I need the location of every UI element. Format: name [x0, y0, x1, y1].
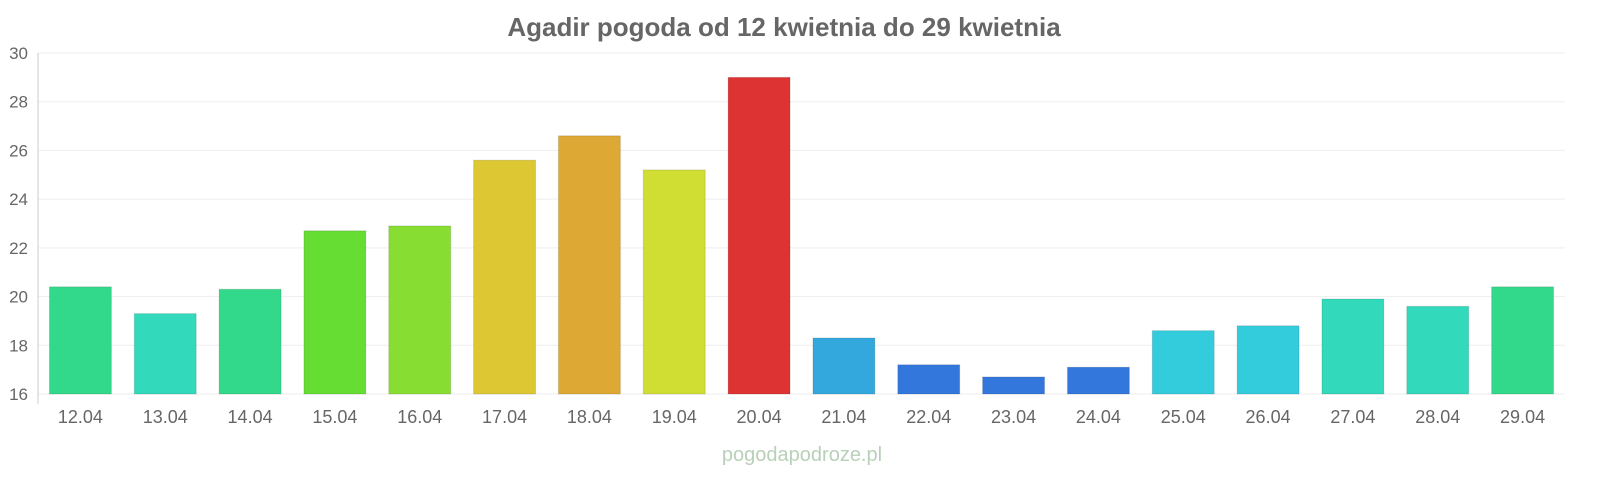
bar-12.04[interactable] [48, 286, 112, 395]
x-tick-label: 16.04 [397, 407, 442, 427]
bar-28.04[interactable] [1406, 305, 1470, 395]
bar-13.04[interactable] [133, 313, 197, 395]
x-tick-label: 17.04 [482, 407, 527, 427]
bar-21.04[interactable] [812, 337, 876, 395]
bar-25.04[interactable] [1151, 330, 1215, 395]
y-tick-label: 16 [9, 385, 28, 404]
bar-29.04[interactable] [1491, 286, 1555, 395]
y-tick-label: 30 [9, 44, 28, 63]
y-tick-label: 24 [9, 190, 28, 209]
bar-20.04[interactable] [727, 76, 791, 395]
bar-17.04[interactable] [473, 159, 537, 395]
y-tick-label: 26 [9, 141, 28, 160]
x-tick-label: 27.04 [1330, 407, 1375, 427]
x-tick-label: 14.04 [228, 407, 273, 427]
x-tick-label: 26.04 [1246, 407, 1291, 427]
y-tick-label: 22 [9, 239, 28, 258]
bar-15.04[interactable] [303, 230, 367, 395]
x-tick-label: 25.04 [1161, 407, 1206, 427]
x-tick-label: 24.04 [1076, 407, 1121, 427]
x-tick-label: 15.04 [312, 407, 357, 427]
y-tick-label: 18 [9, 336, 28, 355]
bar-27.04[interactable] [1321, 298, 1385, 395]
bar-23.04[interactable] [982, 376, 1046, 395]
x-tick-label: 28.04 [1415, 407, 1460, 427]
x-tick-label: 18.04 [567, 407, 612, 427]
y-tick-label: 20 [9, 288, 28, 307]
bar-26.04[interactable] [1236, 325, 1300, 395]
x-tick-label: 22.04 [906, 407, 951, 427]
x-tick-label: 13.04 [143, 407, 188, 427]
bar-24.04[interactable] [1066, 366, 1130, 395]
bar-19.04[interactable] [642, 169, 706, 395]
bar-16.04[interactable] [388, 225, 452, 395]
x-tick-label: 19.04 [652, 407, 697, 427]
bar-18.04[interactable] [557, 135, 621, 395]
y-tick-label: 28 [9, 93, 28, 112]
x-tick-label: 20.04 [737, 407, 782, 427]
x-tick-label: 21.04 [821, 407, 866, 427]
bar-14.04[interactable] [218, 288, 282, 395]
x-tick-label: 23.04 [991, 407, 1036, 427]
x-tick-label: 29.04 [1500, 407, 1545, 427]
watermark: pogodapodroze.pl [722, 444, 882, 466]
chart-title: Agadir pogoda od 12 kwietnia do 29 kwiet… [507, 12, 1061, 42]
bar-22.04[interactable] [897, 364, 961, 395]
x-tick-label: 12.04 [58, 407, 103, 427]
